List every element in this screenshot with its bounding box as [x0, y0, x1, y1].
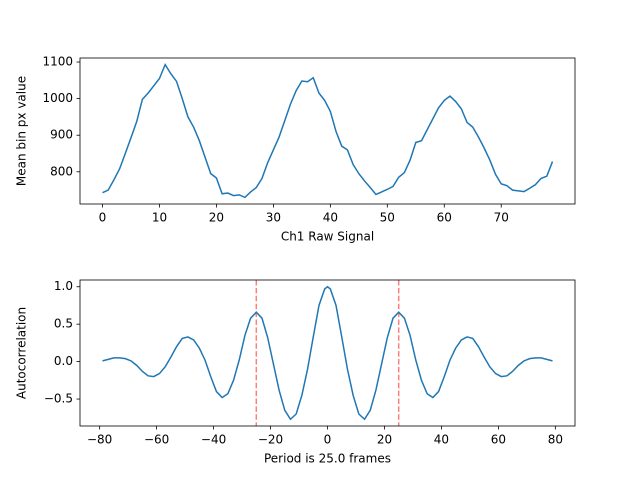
y-axis-label: Autocorrelation — [15, 307, 29, 399]
data-line — [102, 62, 554, 199]
x-tick-label: 0 — [99, 211, 107, 225]
x-tick-label: 0 — [324, 433, 332, 447]
x-tick-label: 80 — [548, 433, 563, 447]
y-tick-label: 1000 — [42, 91, 73, 105]
x-tick-label: −40 — [201, 433, 226, 447]
data-line — [102, 285, 553, 421]
x-tick-label: 50 — [380, 211, 395, 225]
y-tick-label: 1.0 — [54, 279, 73, 293]
x-tick-label: 70 — [494, 211, 509, 225]
y-tick-label: 1100 — [42, 55, 73, 69]
x-tick-label: 40 — [323, 211, 338, 225]
axes-frame — [79, 57, 576, 205]
x-axis-label: Period is 25.0 frames — [264, 452, 391, 466]
y-tick-label: 900 — [50, 128, 73, 142]
x-tick-label: 20 — [209, 211, 224, 225]
x-tick-label: −80 — [87, 433, 112, 447]
x-tick-label: 10 — [152, 211, 167, 225]
x-axis-label: Ch1 Raw Signal — [281, 230, 374, 244]
x-tick-label: 20 — [377, 433, 392, 447]
x-tick-label: −20 — [258, 433, 283, 447]
x-tick-label: 60 — [491, 433, 506, 447]
x-tick-label: 40 — [434, 433, 449, 447]
y-tick-label: 0.5 — [54, 317, 73, 331]
y-tick-label: 0.0 — [54, 354, 73, 368]
x-tick-label: −60 — [144, 433, 169, 447]
x-tick-label: 60 — [437, 211, 452, 225]
y-axis-label: Mean bin px value — [15, 76, 29, 186]
x-tick-label: 30 — [266, 211, 281, 225]
y-tick-label: −0.5 — [44, 392, 73, 406]
y-tick-label: 800 — [50, 164, 73, 178]
axes-frame — [79, 279, 576, 427]
